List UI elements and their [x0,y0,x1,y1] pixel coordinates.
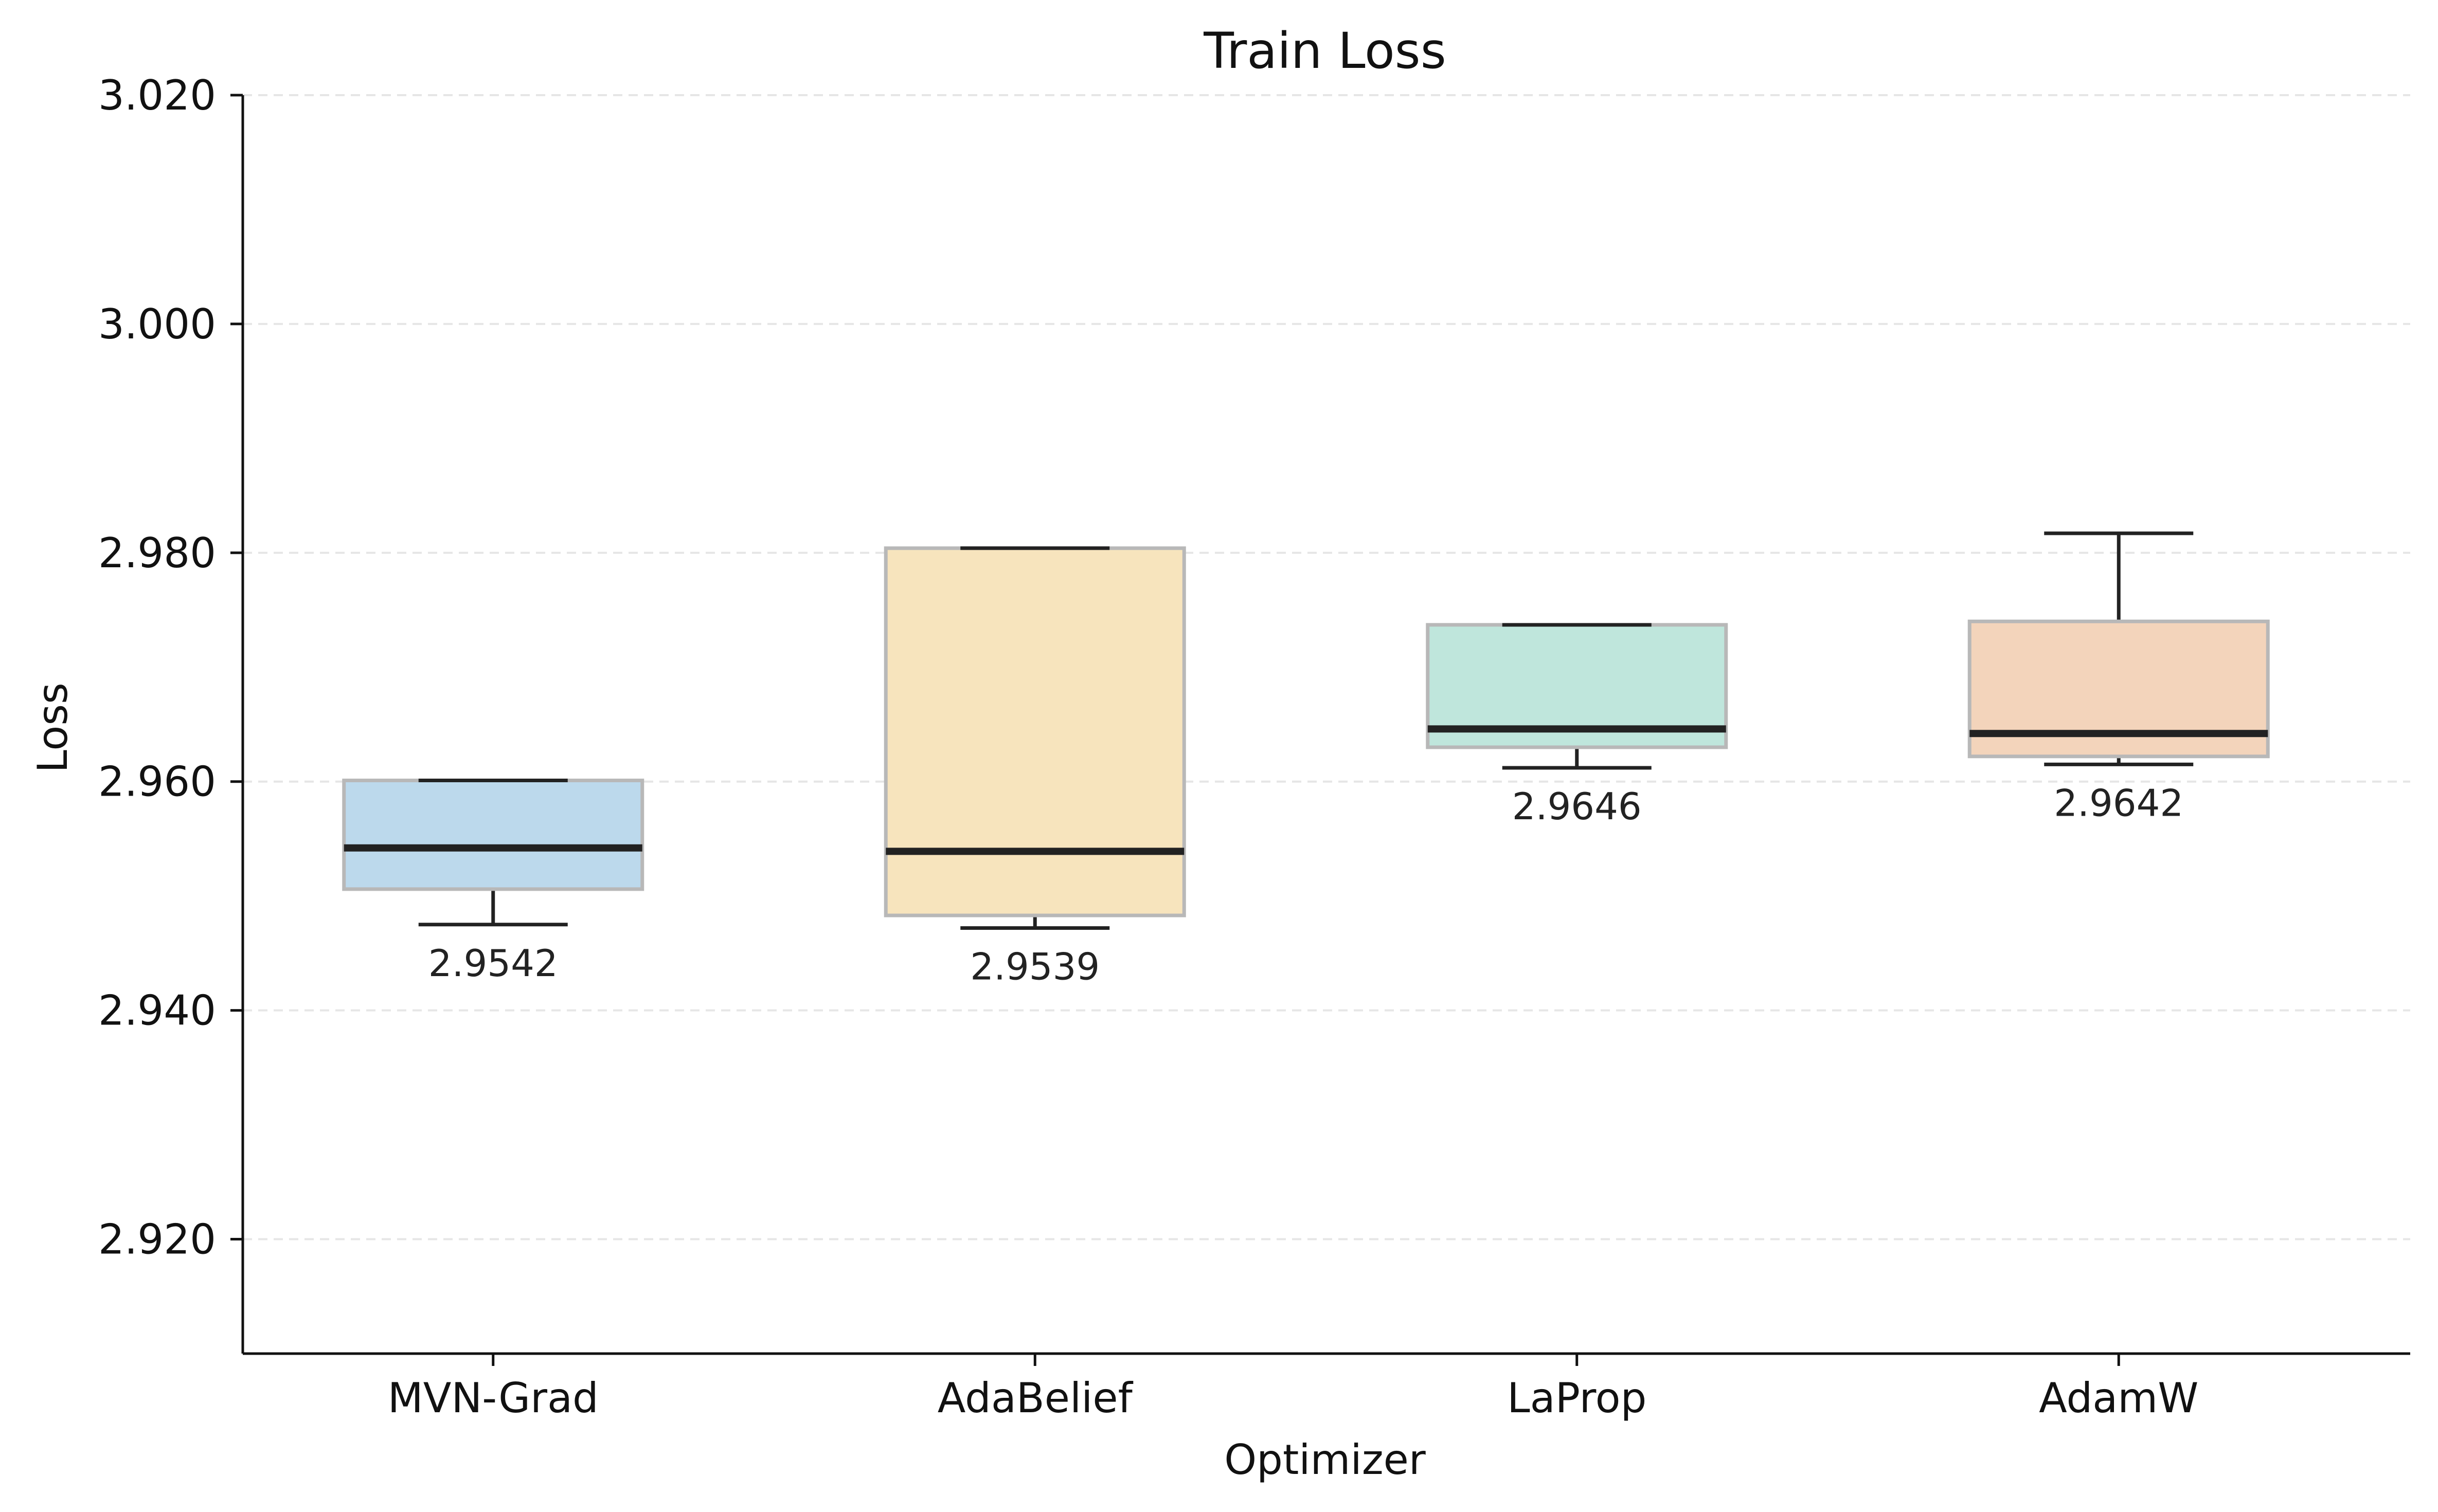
y-tick-label: 2.980 [98,529,216,577]
y-tick-label: 2.960 [98,758,216,806]
x-tick-label: AdaBelief [938,1374,1134,1422]
y-tick-label: 2.920 [98,1216,216,1264]
x-tick-label: MVN-Grad [388,1374,599,1422]
y-tick-label: 3.020 [98,71,216,119]
box-group-mvn-grad: 2.9542 [342,779,644,985]
box-group-adabelief: 2.9539 [884,546,1186,988]
median-value-label: 2.9542 [428,942,558,985]
box-iqr [342,779,644,891]
chart-title: Train Loss [1203,22,1446,80]
box-group-laprop: 2.9646 [1426,623,1728,828]
y-axis-label: Loss [29,682,77,772]
y-ticks: 2.920 2.940 2.960 2.980 3.000 3.020 [98,71,243,1264]
y-tick-label: 3.000 [98,300,216,348]
y-tick-label: 2.940 [98,987,216,1035]
box-group-adamw: 2.9642 [1967,531,2270,824]
boxes: 2.9542 2.9539 2.9646 2.9642 [342,531,2270,988]
x-tick-label: AdamW [2039,1374,2198,1422]
median-value-label: 2.9539 [970,945,1100,988]
x-tick-label: LaProp [1507,1374,1646,1422]
median-value-label: 2.9646 [1512,785,1642,828]
median-value-label: 2.9642 [2054,781,2183,824]
x-ticks: MVN-Grad AdaBelief LaProp AdamW [388,1354,2198,1422]
x-axis-label: Optimizer [1224,1436,1426,1484]
box-iqr [884,546,1186,917]
